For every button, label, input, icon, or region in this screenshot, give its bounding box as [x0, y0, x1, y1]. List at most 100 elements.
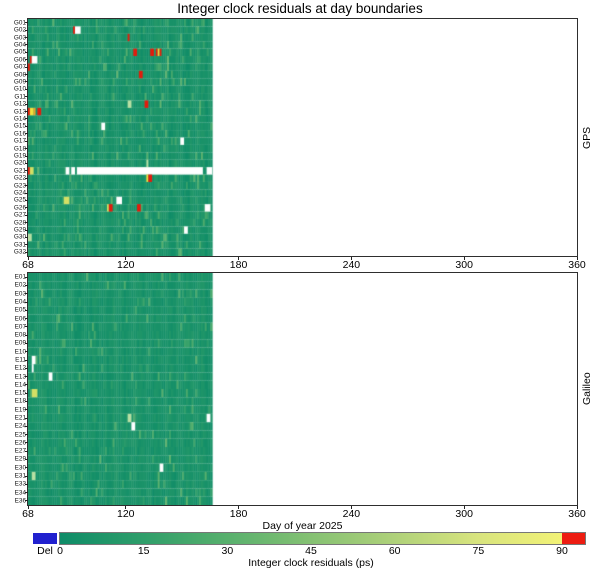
y-tick-mark — [25, 334, 28, 336]
row-label-g32: G32 — [13, 248, 26, 256]
row-label-g25: G25 — [13, 196, 26, 204]
x-tick-label: 68 — [22, 508, 34, 520]
row-label-g17: G17 — [13, 137, 26, 145]
y-tick-mark — [25, 236, 28, 238]
colorbar-tick-label: 15 — [137, 545, 150, 557]
row-label-e26: E26 — [14, 439, 26, 447]
y-tick-mark — [25, 37, 28, 39]
y-tick-mark — [25, 229, 28, 231]
y-tick-mark — [25, 155, 28, 157]
y-tick-mark — [25, 207, 28, 209]
row-label-g12: G12 — [13, 100, 26, 108]
row-label-g14: G14 — [13, 115, 26, 123]
y-tick-mark — [25, 44, 28, 46]
row-label-g26: G26 — [13, 204, 26, 212]
row-label-e04: E04 — [14, 298, 26, 306]
row-label-e07: E07 — [14, 323, 26, 331]
row-label-g30: G30 — [13, 233, 26, 241]
y-tick-mark — [25, 276, 28, 278]
y-tick-mark — [25, 351, 28, 353]
y-tick-mark — [25, 133, 28, 135]
row-label-g19: G19 — [13, 152, 26, 160]
colorbar-del-label: Del — [37, 545, 53, 557]
row-label-e03: E03 — [14, 289, 26, 297]
y-tick-mark — [25, 140, 28, 142]
y-tick-mark — [25, 425, 28, 427]
chart-title: Integer clock residuals at day boundarie… — [177, 1, 423, 16]
x-tick-label: 300 — [455, 508, 473, 520]
x-tick-mark — [27, 506, 29, 509]
x-tick-mark — [238, 257, 240, 260]
y-tick-mark — [25, 148, 28, 150]
x-tick-label: 240 — [342, 508, 361, 520]
y-tick-mark — [25, 111, 28, 113]
y-tick-mark — [25, 376, 28, 378]
colorbar-overflow-swatch — [562, 533, 585, 544]
colorbar-gradient — [60, 533, 562, 544]
row-label-g01: G01 — [13, 18, 26, 26]
row-label-e19: E19 — [14, 405, 26, 413]
row-label-g08: G08 — [13, 70, 26, 78]
y-tick-mark — [25, 125, 28, 127]
row-label-g04: G04 — [13, 41, 26, 49]
y-tick-mark — [25, 118, 28, 120]
row-label-e25: E25 — [14, 430, 26, 438]
row-label-g10: G10 — [13, 85, 26, 93]
y-tick-mark — [25, 442, 28, 444]
row-label-g29: G29 — [13, 226, 26, 234]
x-tick-mark — [125, 257, 127, 260]
y-tick-mark — [25, 434, 28, 436]
y-tick-mark — [25, 384, 28, 386]
x-tick-mark — [463, 506, 465, 509]
row-label-g06: G06 — [13, 55, 26, 63]
y-tick-mark — [25, 409, 28, 411]
gps-constellation-label: GPS — [581, 126, 593, 149]
gps-heatmap-canvas — [28, 19, 577, 256]
y-tick-mark — [25, 359, 28, 361]
y-tick-mark — [25, 162, 28, 164]
colorbar-tick-label: 75 — [472, 545, 485, 557]
x-tick-mark — [350, 257, 352, 260]
y-tick-mark — [25, 309, 28, 311]
x-tick-label: 120 — [117, 508, 135, 520]
row-label-g22: G22 — [13, 174, 26, 182]
row-label-e27: E27 — [14, 447, 26, 455]
row-label-g28: G28 — [13, 218, 26, 226]
row-label-g15: G15 — [13, 122, 26, 130]
row-label-g23: G23 — [13, 181, 26, 189]
row-label-e09: E09 — [14, 339, 26, 347]
y-tick-mark — [25, 214, 28, 216]
y-tick-mark — [25, 392, 28, 394]
y-tick-mark — [25, 22, 28, 24]
y-tick-mark — [25, 318, 28, 320]
y-tick-mark — [25, 500, 28, 502]
row-label-e21: E21 — [14, 414, 26, 422]
colorbar-tick-label: 30 — [221, 545, 234, 557]
y-tick-mark — [25, 88, 28, 90]
y-tick-mark — [25, 450, 28, 452]
colorbar-deleted-swatch — [33, 533, 57, 544]
y-tick-mark — [25, 81, 28, 83]
row-label-e30: E30 — [14, 463, 26, 471]
row-label-g21: G21 — [13, 166, 26, 175]
y-tick-mark — [25, 326, 28, 328]
row-label-g13: G13 — [13, 107, 26, 115]
y-tick-mark — [25, 367, 28, 369]
row-label-g05: G05 — [13, 48, 26, 56]
row-label-g09: G09 — [13, 78, 26, 86]
colorbar-axis-label: Integer clock residuals (ps) — [248, 557, 374, 569]
y-tick-mark — [25, 492, 28, 494]
y-tick-mark — [25, 244, 28, 246]
galileo-constellation-label: Galileo — [581, 372, 593, 406]
colorbar — [59, 532, 586, 545]
x-tick-mark — [350, 506, 352, 509]
row-label-e12: E12 — [14, 364, 26, 372]
colorbar-tick-label: 45 — [305, 545, 317, 557]
y-tick-mark — [25, 96, 28, 98]
y-tick-mark — [25, 483, 28, 485]
x-axis-label: Day of year 2025 — [262, 520, 343, 532]
y-tick-mark — [25, 59, 28, 61]
y-tick-mark — [25, 170, 28, 172]
x-tick-mark — [27, 257, 29, 260]
